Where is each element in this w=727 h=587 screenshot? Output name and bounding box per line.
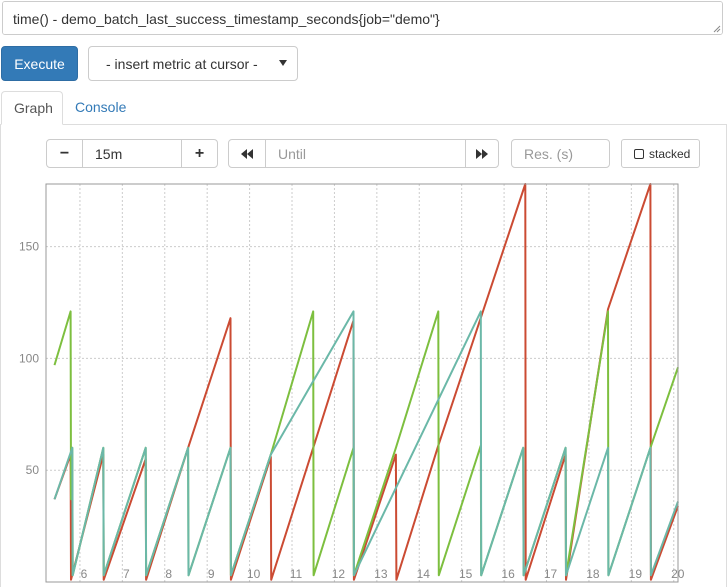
plus-icon: + [194,144,205,162]
stacked-toggle[interactable]: stacked [621,139,700,168]
range-input[interactable] [82,139,182,168]
expression-input[interactable]: time() - demo_batch_last_success_timesta… [2,1,723,35]
tab-console[interactable]: Console [75,99,127,115]
until-input[interactable] [265,139,466,168]
insert-metric-select[interactable]: - insert metric at cursor - [88,46,298,81]
resize-grip-icon[interactable] [713,25,721,33]
double-left-chevron-icon [241,148,253,159]
insert-metric-label: - insert metric at cursor - [106,56,258,72]
caret-down-icon [279,60,287,66]
time-back-button[interactable] [228,139,266,168]
stacked-label: stacked [649,146,691,161]
tab-graph[interactable]: Graph [1,91,63,125]
resolution-input[interactable] [511,139,610,168]
range-decrease-button[interactable]: − [46,139,83,168]
time-forward-button[interactable] [465,139,499,168]
double-right-chevron-icon [476,148,488,159]
graph-panel [0,124,727,587]
minus-icon: − [59,144,70,162]
checkbox-icon [634,148,644,159]
tab-bar: Graph Console [0,91,727,125]
execute-button[interactable]: Execute [1,46,78,81]
range-increase-button[interactable]: + [181,139,218,168]
